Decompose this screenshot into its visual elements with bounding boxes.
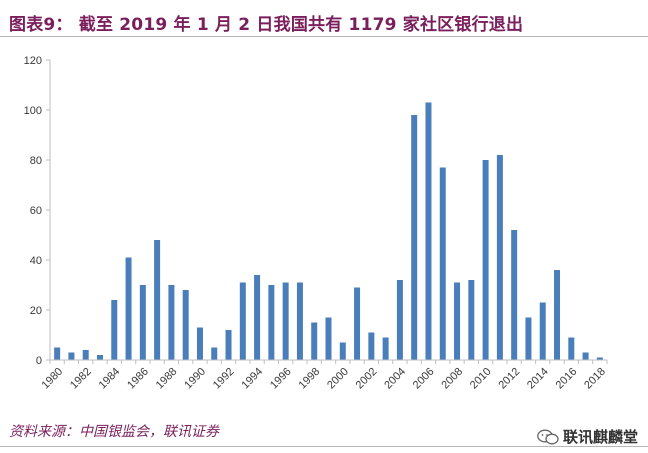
x-tick-label: 1998 (297, 366, 323, 392)
bar-1980 (54, 347, 61, 360)
bar-2017 (582, 352, 589, 360)
bar-2011 (496, 155, 503, 360)
bar-1981 (68, 352, 75, 360)
bar-1995 (268, 285, 275, 360)
bar-1996 (282, 282, 289, 360)
bar-2012 (511, 230, 518, 360)
bar-2001 (354, 287, 361, 360)
y-tick-label: 0 (36, 355, 42, 367)
x-tick-label: 2002 (354, 366, 380, 392)
x-tick-label: 1984 (97, 366, 123, 392)
x-tick-label: 2014 (525, 366, 551, 392)
bar-series (54, 102, 603, 360)
bar-1991 (211, 347, 218, 360)
x-axis: 1980 1982 1984 1986 1988 1990 1992 1994 1996 1998… (39, 359, 608, 392)
y-tick-label: 120 (24, 55, 42, 67)
source-note: 资料来源：中国银监会，联讯证券 (9, 424, 219, 440)
bar-1999 (325, 317, 332, 360)
title-divider (0, 36, 648, 37)
x-tick-label: 2012 (496, 366, 522, 392)
x-tick-label: 2018 (582, 366, 608, 392)
x-tick-label: 1990 (182, 366, 208, 392)
y-tick-label: 60 (30, 205, 42, 217)
x-tick-label: 2016 (554, 366, 580, 392)
x-tick-label: 2004 (382, 366, 408, 392)
y-tick-label: 80 (30, 155, 42, 167)
x-tick-label: 1996 (268, 366, 294, 392)
bar-1982 (82, 350, 89, 360)
bar-1984 (111, 300, 118, 360)
watermark-text: 联讯麒麟堂 (562, 428, 638, 446)
bar-1998 (311, 322, 318, 360)
bar-1994 (254, 275, 261, 360)
bar-2016 (568, 337, 575, 360)
x-tick-label: 1980 (39, 366, 65, 392)
bar-1987 (154, 240, 161, 360)
x-tick-label: 2000 (325, 366, 351, 392)
bar-1989 (182, 290, 189, 360)
bar-2002 (368, 332, 375, 360)
x-tick-label: 1994 (239, 366, 265, 392)
bar-2008 (454, 282, 461, 360)
bar-2010 (482, 160, 489, 360)
bar-2000 (339, 342, 346, 360)
bar-1986 (139, 285, 146, 360)
y-tick-label: 20 (30, 305, 42, 317)
bar-2014 (539, 302, 546, 360)
y-tick-label: 100 (24, 105, 42, 117)
bar-1993 (239, 282, 246, 360)
watermark: 联讯麒麟堂 (537, 426, 638, 447)
bar-2005 (411, 115, 418, 360)
figure-title: 图表9： 截至 2019 年 1 月 2 日我国共有 1179 家社区银行退出 (9, 15, 524, 35)
bar-1983 (96, 355, 103, 360)
x-tick-label: 1986 (125, 366, 151, 392)
bar-1992 (225, 330, 232, 360)
x-tick-label: 1992 (211, 366, 237, 392)
x-tick-label: 1988 (154, 366, 180, 392)
bar-1985 (125, 257, 132, 360)
bar-2009 (468, 280, 475, 360)
bar-2018 (596, 357, 603, 360)
x-tick-label: 1982 (68, 366, 94, 392)
bar-2015 (554, 270, 561, 360)
bar-2003 (382, 337, 389, 360)
y-tick-label: 40 (30, 255, 42, 267)
bar-2013 (525, 317, 532, 360)
bar-chart: 0 20 40 60 80 100 120 1980 1982 1984 1986 1988 1990… (24, 55, 608, 392)
bar-2004 (396, 280, 403, 360)
bar-2007 (439, 167, 446, 360)
wechat-icon (537, 429, 559, 444)
bar-1988 (168, 285, 175, 360)
bar-2006 (425, 102, 432, 360)
bottom-divider (0, 446, 648, 447)
bar-1997 (296, 282, 303, 360)
x-tick-label: 2010 (468, 366, 494, 392)
y-axis: 0 20 40 60 80 100 120 (24, 55, 51, 367)
bar-1990 (196, 327, 203, 360)
x-tick-label: 2008 (439, 366, 465, 392)
x-tick-label: 2006 (411, 366, 437, 392)
